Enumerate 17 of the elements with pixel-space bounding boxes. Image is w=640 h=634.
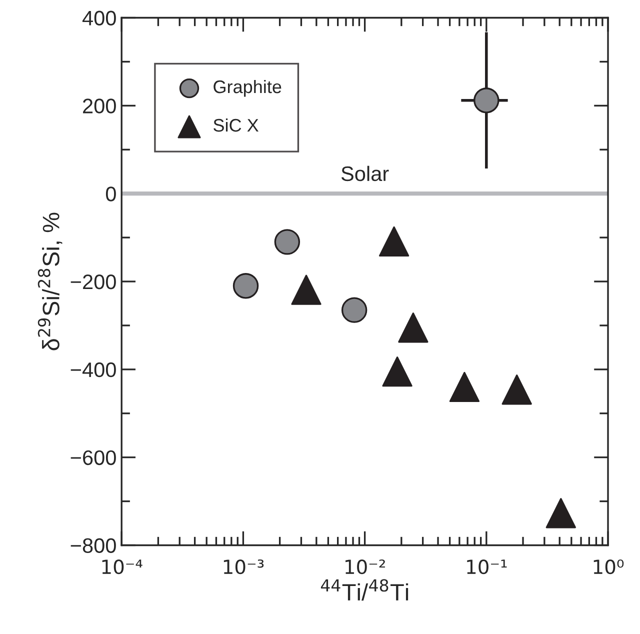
y-tick-label: 200 (83, 98, 116, 114)
x-tick-label: 10⁻³ (224, 559, 264, 574)
legend-label: Graphite (214, 80, 282, 97)
legend-label: SiC X (214, 118, 258, 132)
y-tick-label: 400 (82, 10, 116, 26)
y-tick-label: −600 (70, 450, 116, 466)
x-tick-label: 10⁻² (346, 559, 385, 574)
x-tick-label: 10⁰ (594, 559, 624, 574)
y-tick-label: −400 (70, 362, 116, 378)
ref-line-label: Solar (341, 166, 389, 182)
x-tick-label: 10⁻⁴ (102, 559, 142, 574)
x-tick-label: 10⁻¹ (467, 559, 507, 574)
y-tick-label: 0 (106, 186, 116, 202)
x-axis-title: $^{44}$Ti/$^{48}$Ti (320, 579, 408, 601)
y-tick-label: −200 (70, 274, 116, 290)
y-axis-title: δ$^{29}$Si/$^{28}$Si, % (38, 212, 62, 350)
y-tick-label: −800 (70, 538, 116, 553)
